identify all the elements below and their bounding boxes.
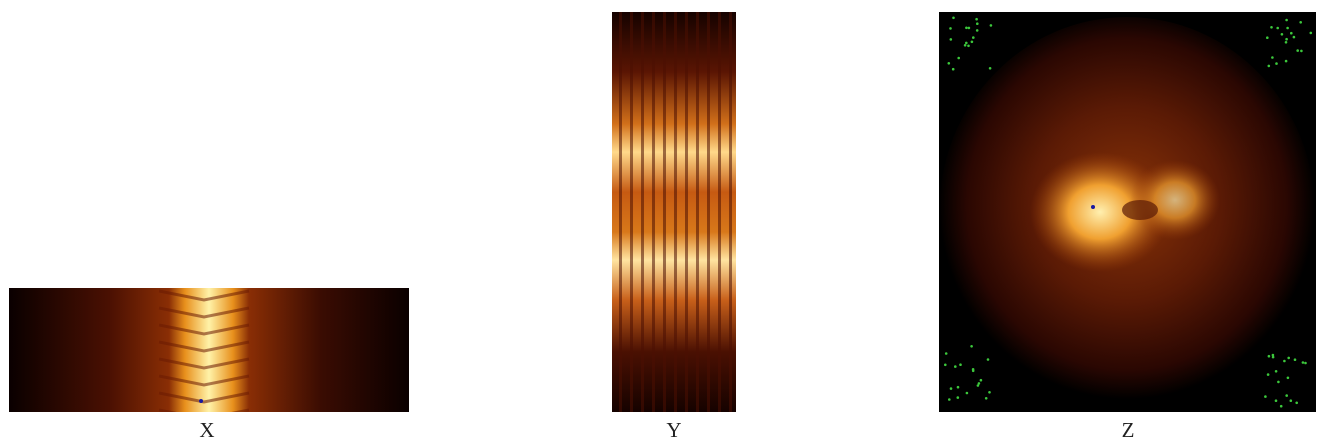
speckle — [951, 67, 955, 71]
speckle — [1286, 26, 1289, 30]
speckle — [949, 387, 953, 390]
speckle — [1266, 36, 1269, 39]
speckle — [1296, 49, 1299, 52]
speckle — [948, 398, 951, 401]
speckle — [947, 62, 951, 65]
speckle — [1270, 26, 1273, 29]
speckle — [1266, 373, 1270, 376]
speckle — [1300, 49, 1303, 53]
speckle — [967, 44, 970, 48]
speckle — [952, 16, 955, 20]
speckle — [1292, 35, 1296, 39]
panel-label: Y — [666, 418, 681, 442]
speckle — [1276, 26, 1279, 30]
speckle — [1271, 355, 1275, 359]
panel-y — [612, 12, 736, 412]
speckle — [975, 17, 978, 21]
speckle — [1280, 33, 1284, 36]
speckle — [954, 365, 957, 368]
speckle — [1285, 394, 1288, 397]
speckle — [965, 41, 968, 45]
speckle — [1279, 404, 1283, 408]
speckle — [970, 40, 974, 44]
speckle — [963, 44, 967, 47]
speckle — [1285, 37, 1288, 41]
speckle — [965, 391, 969, 395]
panel-label: Z — [1122, 418, 1135, 442]
speckle — [1309, 31, 1313, 35]
panel-z — [939, 12, 1316, 412]
speckle — [944, 363, 947, 367]
speckle — [1299, 21, 1302, 24]
speckle — [1284, 59, 1288, 63]
speckle — [977, 382, 981, 385]
speckle — [1289, 399, 1293, 403]
speckle — [1267, 354, 1271, 358]
speckle — [1275, 62, 1278, 65]
speckle — [1293, 358, 1297, 362]
speckle — [1267, 64, 1271, 68]
speckle — [984, 397, 988, 400]
speckle — [1264, 395, 1267, 398]
speckle — [970, 345, 973, 348]
speckle — [956, 385, 960, 389]
speckle — [988, 391, 991, 394]
speckle — [1295, 401, 1298, 405]
speckle — [1290, 31, 1293, 35]
panel-x — [9, 288, 409, 412]
speckle — [975, 29, 979, 32]
speckle — [949, 27, 952, 30]
speckle — [1271, 353, 1275, 357]
speckle — [1274, 370, 1278, 373]
speckle — [986, 358, 990, 361]
speckle — [1301, 361, 1305, 364]
speckle — [956, 396, 960, 399]
speckle — [949, 38, 953, 41]
speckle — [967, 26, 971, 30]
speckle — [976, 384, 980, 387]
speckle — [1304, 361, 1307, 365]
speckle — [972, 36, 975, 39]
speckle — [989, 24, 993, 27]
speckle — [1285, 18, 1288, 22]
panel-label: X — [199, 418, 214, 442]
speckle — [1287, 356, 1290, 360]
speckle — [1283, 359, 1286, 363]
speckle — [988, 67, 992, 70]
speckle — [1284, 41, 1288, 44]
speckle — [1286, 376, 1290, 380]
speckle — [1274, 399, 1278, 403]
speckle — [959, 363, 962, 367]
speckle — [965, 26, 968, 30]
speckle — [971, 369, 975, 373]
speckle — [944, 352, 948, 355]
speckle — [976, 22, 979, 26]
speckle — [1277, 380, 1280, 384]
speckle — [1271, 56, 1274, 59]
speckle — [957, 56, 960, 60]
speckle — [979, 378, 983, 382]
